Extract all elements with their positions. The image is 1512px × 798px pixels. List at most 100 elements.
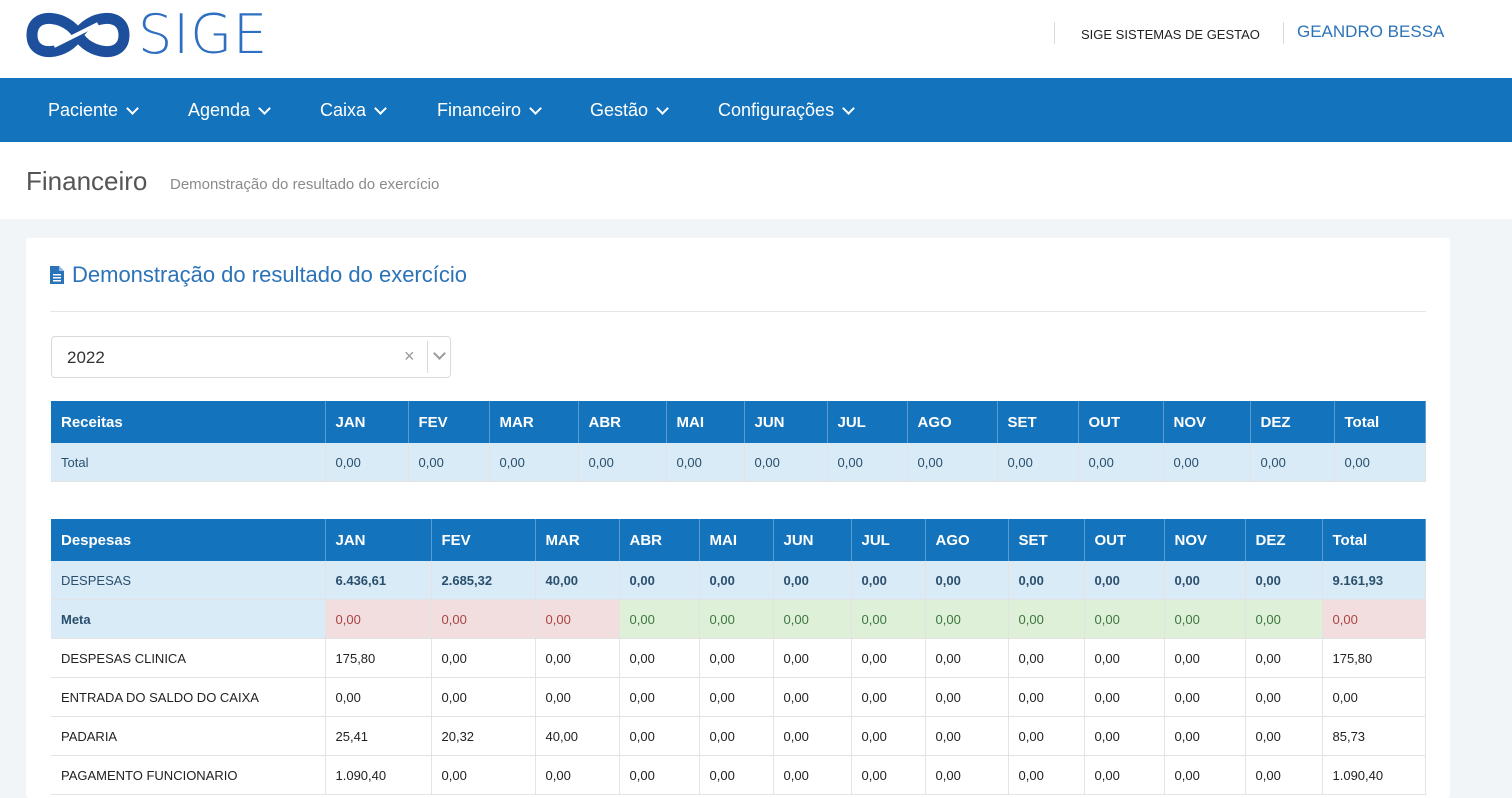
table-cell: 0,00 [1163,443,1251,482]
table-cell: 0,00 [1078,443,1164,482]
header-divider [1283,22,1284,44]
table-cell: 0,00 [535,599,620,639]
table-cell: DESPESAS CLINICA [51,638,326,678]
select-divider [427,341,428,373]
report-panel: Demonstração do resultado do exercício 2… [26,238,1450,798]
table-cell: 25,41 [325,716,432,756]
table-cell: 0,00 [1084,561,1165,600]
table-cell: 20,32 [431,716,536,756]
user-menu[interactable]: GEANDRO BESSA [1297,22,1445,41]
table-cell: 0,00 [1084,677,1165,717]
sige-logo[interactable]: SIGE [24,2,268,68]
table-cell: 0,00 [1008,677,1085,717]
table-header-row: Despesas JAN FEV MAR ABR MAI JUN JUL AGO… [51,519,1426,561]
table-cell: ENTRADA DO SALDO DO CAIXA [51,677,326,717]
nav-configuracoes[interactable]: Configurações [718,100,855,121]
table-cell: 0,00 [997,443,1079,482]
table-cell: 0,00 [851,638,926,678]
table-cell: 0,00 [773,755,852,795]
table-cell: 0,00 [619,716,700,756]
table-cell: Total [51,443,326,482]
header-divider [1054,22,1055,44]
nav-label: Configurações [718,100,835,120]
table-cell: 0,00 [925,638,1009,678]
receitas-table: Receitas JAN FEV MAR ABR MAI JUN JUL AGO… [51,401,1426,482]
table-header-row: Receitas JAN FEV MAR ABR MAI JUN JUL AGO… [51,401,1426,443]
year-select[interactable]: 2022 × [51,336,451,378]
table-cell: 0,00 [431,677,536,717]
table-row: Total 0,00 0,00 0,00 0,00 0,00 0,00 0,00… [51,443,1426,482]
table-cell: 85,73 [1322,716,1426,756]
table-cell: 1.090,40 [1322,755,1426,795]
table-cell: 0,00 [773,677,852,717]
table-cell: 0,00 [773,638,852,678]
table-row: ENTRADA DO SALDO DO CAIXA 0,00 0,00 0,00… [51,677,1426,717]
table-cell: 0,00 [1245,677,1323,717]
table-cell: 40,00 [535,561,620,600]
column-header: JAN [325,401,409,443]
table-cell: 0,00 [1164,599,1246,639]
nav-caixa[interactable]: Caixa [320,100,387,121]
column-header: DEZ [1250,401,1335,443]
page-subtitle: Demonstração do resultado do exercício [170,176,440,193]
logo-text: SIGE [138,3,269,66]
chevron-down-icon[interactable] [433,347,446,360]
table-cell: 0,00 [851,677,926,717]
nav-label: Financeiro [437,100,522,120]
column-header: JUN [744,401,828,443]
table-cell: 0,00 [619,561,700,600]
clear-icon[interactable]: × [404,346,415,366]
table-cell: 0,00 [851,599,926,639]
nav-label: Agenda [188,100,251,120]
table-cell: 0,00 [325,599,432,639]
nav-gestao[interactable]: Gestão [590,100,669,121]
table-cell: Meta [51,599,326,639]
table-cell: 0,00 [1164,755,1246,795]
table-cell: 0,00 [699,677,774,717]
table-cell: 2.685,32 [431,561,536,600]
chevron-down-icon [374,101,387,115]
table-cell: 0,00 [1322,599,1426,639]
nav-financeiro[interactable]: Financeiro [437,100,542,121]
table-cell: DESPESAS [51,561,326,600]
column-header: Total [1322,519,1426,561]
table-cell: 0,00 [925,561,1009,600]
meta-row: Meta 0,00 0,00 0,00 0,00 0,00 0,00 0,00 … [51,599,1426,639]
table-cell: 0,00 [1084,599,1165,639]
table-row: DESPESAS 6.436,61 2.685,32 40,00 0,00 0,… [51,561,1426,600]
table-cell: 0,00 [619,599,700,639]
nav-agenda[interactable]: Agenda [188,100,271,121]
table-cell: 40,00 [535,716,620,756]
table-cell: 175,80 [1322,638,1426,678]
column-header: MAI [699,519,774,561]
chevron-down-icon [656,101,669,115]
table-cell: PAGAMENTO FUNCIONARIO [51,755,326,795]
table-cell: 9.161,93 [1322,561,1426,600]
chevron-down-icon [126,101,139,115]
table-cell: 0,00 [408,443,490,482]
table-cell: 0,00 [1008,755,1085,795]
top-header: SIGE SIGE SISTEMAS DE GESTAO GEANDRO BES… [0,0,1512,78]
table-cell: 0,00 [851,561,926,600]
column-header: JUL [827,401,908,443]
table-cell: 0,00 [773,716,852,756]
table-cell: 0,00 [578,443,667,482]
table-cell: 0,00 [1008,599,1085,639]
table-cell: 0,00 [1164,561,1246,600]
column-header: Despesas [51,519,326,561]
nav-label: Caixa [320,100,367,120]
column-header: MAI [666,401,745,443]
table-cell: 0,00 [1008,716,1085,756]
chevron-down-icon [258,101,271,115]
table-cell: PADARIA [51,716,326,756]
nav-label: Gestão [590,100,649,120]
table-cell: 0,00 [1164,677,1246,717]
page-title: Financeiro [26,166,148,196]
table-cell: 0,00 [773,599,852,639]
table-cell: 0,00 [744,443,828,482]
table-cell: 0,00 [1164,638,1246,678]
table-cell: 0,00 [1322,677,1426,717]
nav-paciente[interactable]: Paciente [48,100,139,121]
table-cell: 0,00 [666,443,745,482]
table-cell: 0,00 [325,443,409,482]
